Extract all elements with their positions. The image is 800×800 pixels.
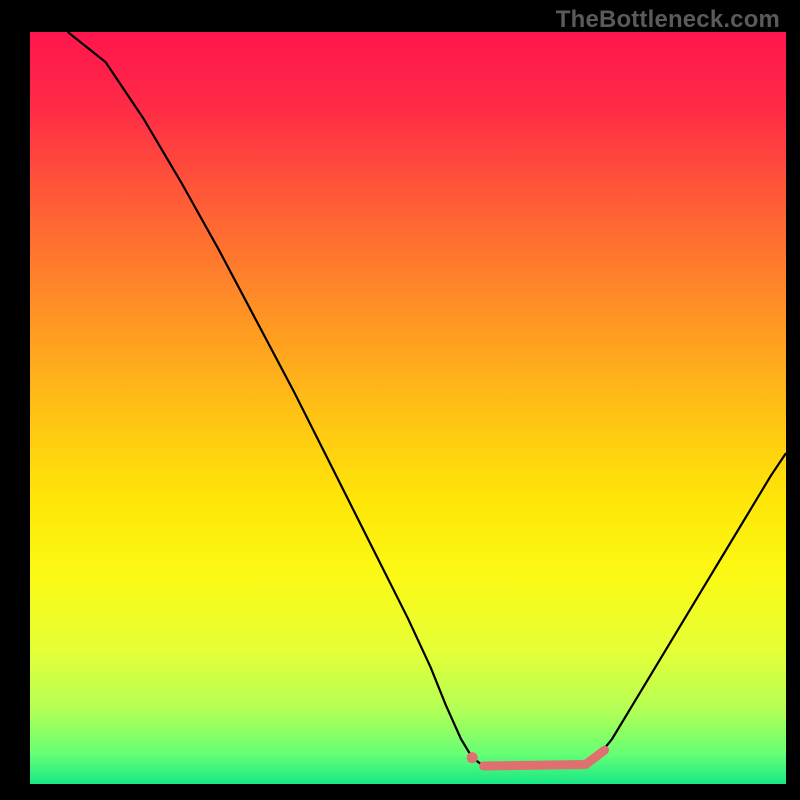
plot-area <box>30 32 786 784</box>
watermark-text: TheBottleneck.com <box>556 6 780 34</box>
chart-frame: TheBottleneck.com <box>0 0 800 800</box>
gradient-background <box>30 32 786 784</box>
highlight-dot <box>467 752 478 763</box>
highlight-segment <box>484 764 586 766</box>
chart-svg <box>30 32 786 784</box>
